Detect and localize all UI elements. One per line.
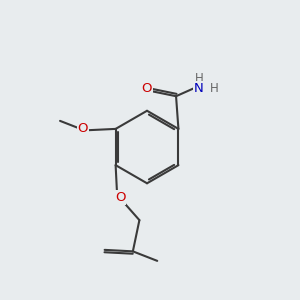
Text: O: O	[115, 191, 125, 204]
Text: O: O	[78, 122, 88, 135]
Text: H: H	[209, 82, 218, 95]
Text: H: H	[195, 72, 203, 85]
Text: N: N	[194, 82, 204, 95]
Text: O: O	[142, 82, 152, 95]
